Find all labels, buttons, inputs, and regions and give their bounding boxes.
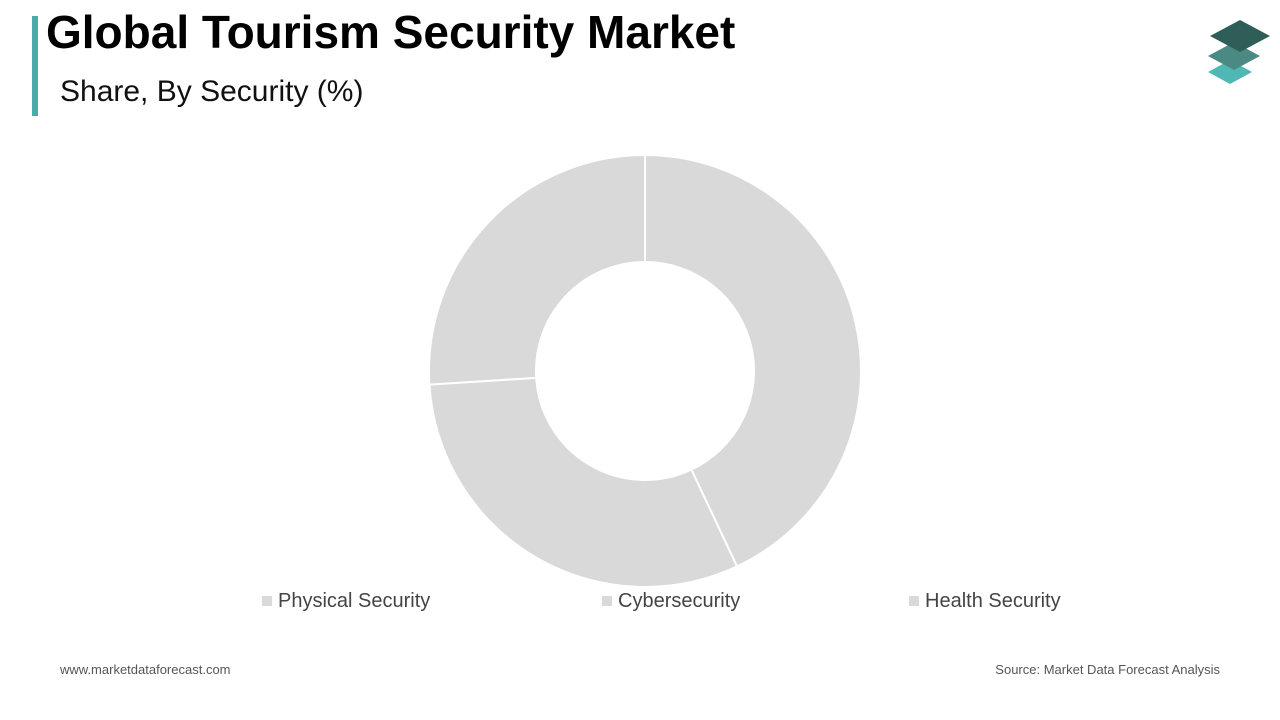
stacked-layers-icon: [1208, 20, 1270, 84]
logo-layer-top: [1210, 20, 1270, 52]
donut-slice-health-security: [428, 153, 646, 386]
footer-website: www.marketdataforecast.com: [60, 662, 231, 677]
page-subtitle: Share, By Security (%): [60, 75, 364, 108]
donut-slice-cybersecurity: [428, 376, 739, 588]
legend-item-health-security: Health Security: [909, 588, 1061, 614]
legend-swatch: [262, 596, 272, 606]
legend-swatch: [602, 596, 612, 606]
legend-label: Health Security: [925, 589, 1061, 612]
legend-label: Cybersecurity: [618, 589, 741, 612]
donut-slice-physical-security: [644, 153, 862, 568]
logo-layer-middle: [1208, 42, 1260, 70]
legend-item-cybersecurity: Cybersecurity: [602, 588, 740, 614]
legend-swatch: [909, 596, 919, 606]
legend-item-physical-security: Physical Security: [262, 588, 430, 614]
title-accent-bar: [32, 16, 38, 116]
legend-label: Physical Security: [278, 589, 431, 612]
footer-source: Source: Market Data Forecast Analysis: [995, 662, 1220, 677]
page-title: Global Tourism Security Market: [46, 6, 736, 58]
